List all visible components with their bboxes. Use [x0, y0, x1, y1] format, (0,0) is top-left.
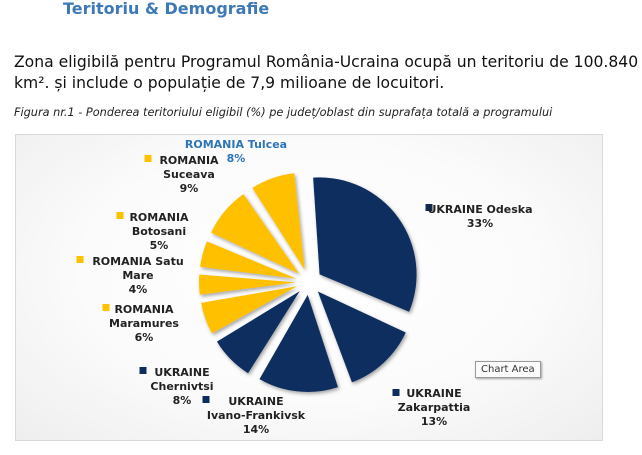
label-ivano-frankivsk-value: 14% — [243, 423, 269, 436]
label-maramures-marker — [102, 304, 110, 311]
label-chernivtsi-country: UKRAINE — [154, 366, 209, 379]
pie-labels: UKRAINE Odeska33%UKRAINEZakarpattia13%UK… — [76, 138, 533, 436]
label-tulcea-name: ROMANIA Tulcea — [185, 138, 287, 151]
label-satu-mare-region: Mare — [122, 269, 153, 282]
label-maramures-value: 6% — [135, 331, 154, 344]
chart-area-tooltip: Chart Area — [475, 361, 541, 378]
label-botosani-country: ROMANIA — [129, 211, 189, 224]
label-satu-mare-value: 4% — [129, 283, 148, 296]
label-suceava-value: 9% — [180, 182, 199, 195]
label-odeska-marker — [425, 204, 433, 211]
pie-slice-ivano-frankivsk[interactable] — [259, 294, 338, 392]
label-zakarpattia-region: Zakarpattia — [398, 401, 471, 414]
label-zakarpattia-marker — [392, 389, 400, 396]
label-maramures-country: ROMANIA — [114, 303, 174, 316]
pie-slice-satu-mare[interactable] — [199, 274, 297, 295]
label-ivano-frankivsk-country: UKRAINE — [228, 395, 283, 408]
pie-slice-zakarpattia[interactable] — [317, 291, 406, 383]
label-chernivtsi-marker — [139, 367, 147, 374]
label-ivano-frankivsk-region: Ivano-Frankivsk — [207, 409, 306, 422]
pie-slices — [199, 173, 417, 392]
label-chernivtsi-region: Chernivtsi — [150, 380, 213, 393]
figure-caption: Figura nr.1 - Ponderea teritoriului elig… — [14, 106, 553, 119]
intro-paragraph: Zona eligibilă pentru Programul România-… — [14, 53, 639, 92]
pie-slice-botosani[interactable] — [200, 241, 297, 279]
pie-slice-maramures[interactable] — [201, 286, 297, 334]
label-suceava-marker — [144, 155, 152, 162]
label-zakarpattia-country: UKRAINE — [406, 387, 461, 400]
pie-slice-suceava[interactable] — [211, 194, 300, 274]
label-suceava-country: ROMANIA — [159, 154, 219, 167]
pie-chart[interactable]: UKRAINE Odeska33%UKRAINEZakarpattia13%UK… — [16, 135, 602, 440]
label-odeska-value: 33% — [467, 217, 493, 230]
label-zakarpattia-value: 13% — [421, 415, 447, 428]
label-suceava-region: Suceava — [163, 168, 215, 181]
pie-slice-odeska[interactable] — [313, 177, 417, 312]
pie-slice-tulcea[interactable] — [252, 173, 305, 270]
label-satu-mare-country: ROMANIA Satu — [92, 255, 183, 268]
label-chernivtsi-value: 8% — [173, 394, 192, 407]
label-satu-mare-marker — [76, 256, 84, 263]
label-tulcea-value: 8% — [227, 152, 246, 165]
pie-slice-chernivtsi[interactable] — [216, 291, 300, 374]
section-heading: Teritoriu & Demografie — [63, 0, 270, 18]
label-odeska-name: UKRAINE Odeska — [427, 203, 532, 216]
label-botosani-region: Botosani — [132, 225, 186, 238]
label-ivano-frankivsk-marker — [202, 396, 210, 403]
label-botosani-marker — [116, 212, 124, 219]
label-botosani-value: 5% — [150, 239, 169, 252]
chart-area[interactable]: UKRAINE Odeska 33% UKRAINE Zakarpattia 13% UK… — [15, 134, 603, 441]
label-maramures-region: Maramures — [109, 317, 179, 330]
